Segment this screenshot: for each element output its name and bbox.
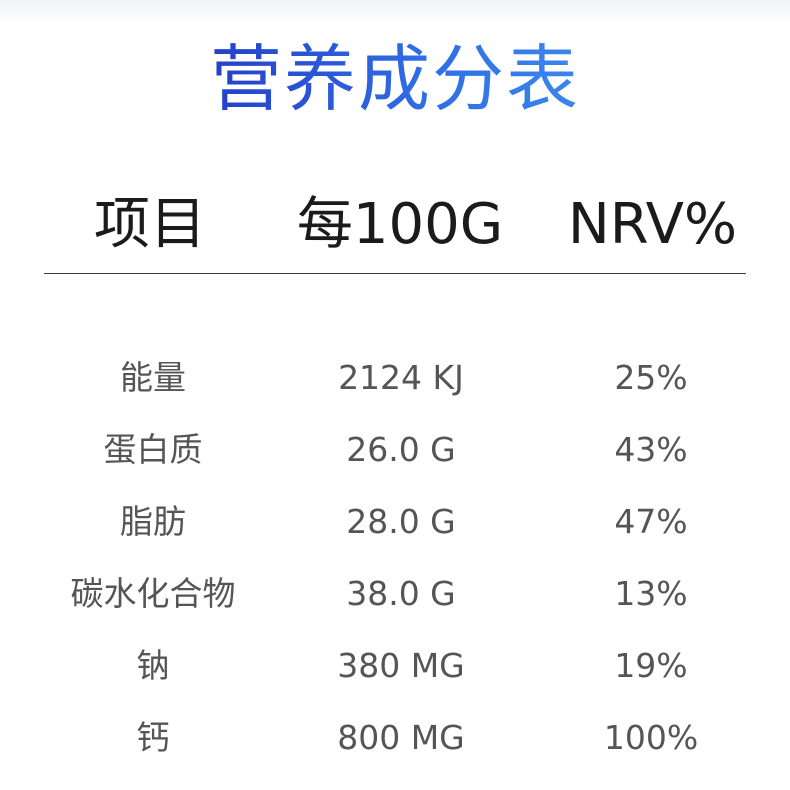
table-row-calcium: 钙 800 MG 100% [0,702,790,774]
row-per-100g: 26.0 G [346,430,456,469]
table-row-carbohydrate: 碳水化合物 38.0 G 13% [0,558,790,630]
row-name: 脂肪 [120,502,186,541]
page-title-text: 营养成分表 [209,37,580,121]
table-row-sodium: 钠 380 MG 19% [0,630,790,702]
row-nrv: 47% [614,502,688,541]
row-name: 钙 [136,718,170,757]
table-row-protein: 蛋白质 26.0 G 43% [0,414,790,486]
header-item: 项目 [94,192,206,257]
table-row-fat: 脂肪 28.0 G 47% [0,486,790,558]
row-per-100g: 28.0 G [346,502,456,541]
row-nrv: 100% [603,718,699,757]
row-nrv: 25% [614,358,688,397]
row-name: 钠 [136,646,170,685]
header-divider [44,273,746,274]
nutrition-table: 能量 2124 KJ 25% 蛋白质 26.0 G 43% 脂肪 28.0 G … [0,342,790,774]
table-header: 项目 每100G NRV% [0,190,790,260]
row-per-100g: 380 MG [337,646,465,685]
row-per-100g: 38.0 G [346,574,456,613]
top-shadow [0,0,790,26]
row-name: 蛋白质 [103,430,203,469]
row-nrv: 13% [614,574,688,613]
header-per-100g: 每100G [296,192,504,257]
row-name: 碳水化合物 [70,574,236,613]
header-nrv: NRV% [567,192,738,257]
page-title: 营养成分表 [0,34,790,124]
row-name: 能量 [120,358,186,397]
row-per-100g: 800 MG [337,718,465,757]
row-nrv: 43% [614,430,688,469]
table-row-energy: 能量 2124 KJ 25% [0,342,790,414]
row-per-100g: 2124 KJ [338,358,464,397]
row-nrv: 19% [614,646,688,685]
